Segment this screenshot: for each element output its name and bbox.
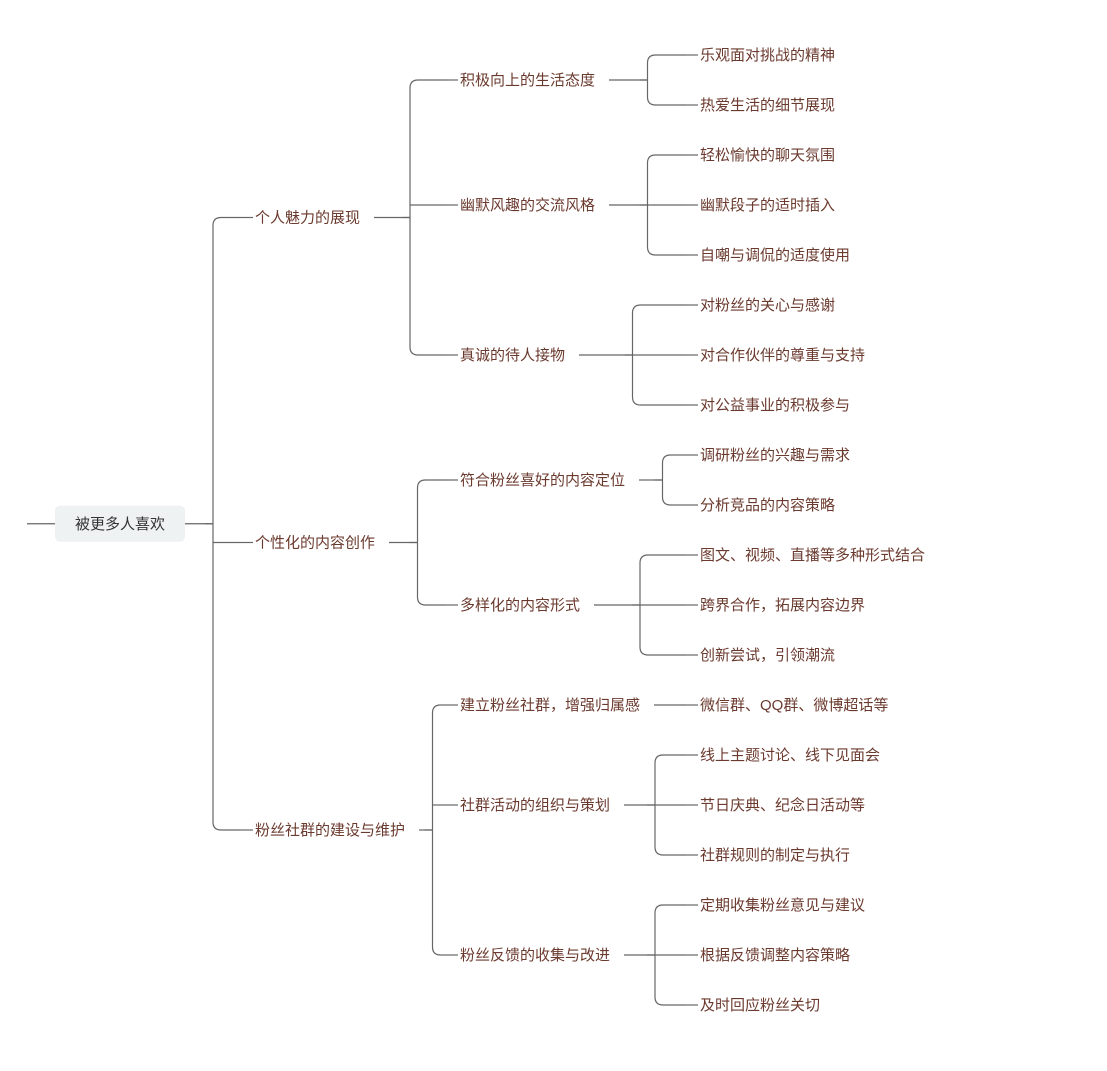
mindmap-node: 真诚的待人接物: [460, 346, 565, 364]
mindmap-node: 创新尝试，引领潮流: [700, 647, 835, 664]
mindmap-node: 及时回应粉丝关切: [700, 996, 820, 1014]
mindmap-node: 粉丝反馈的收集与改进: [460, 947, 610, 964]
mindmap-node: 幽默风趣的交流风格: [460, 196, 595, 214]
mindmap-node: 自嘲与调侃的适度使用: [700, 247, 850, 264]
mindmap-node: 微信群、QQ群、微博超话等: [700, 696, 888, 714]
mindmap-node: 对合作伙伴的尊重与支持: [700, 347, 865, 364]
mindmap-node: 分析竞品的内容策略: [700, 496, 835, 514]
mindmap-node: 定期收集粉丝意见与建议: [700, 896, 865, 914]
mindmap-node: 对公益事业的积极参与: [700, 397, 850, 414]
mindmap-node: 个人魅力的展现: [255, 210, 360, 227]
mindmap-node: 个性化的内容创作: [255, 535, 375, 552]
mindmap-node: 建立粉丝社群，增强归属感: [460, 697, 640, 714]
mindmap-node: 热爱生活的细节展现: [700, 97, 835, 114]
mindmap-node: 跨界合作，拓展内容边界: [700, 597, 865, 614]
mindmap-node: 符合粉丝喜好的内容定位: [460, 472, 625, 489]
mindmap-node: 图文、视频、直播等多种形式结合: [700, 546, 925, 564]
mindmap-node: 线上主题讨论、线下见面会: [700, 747, 880, 764]
mindmap-node: 对粉丝的关心与感谢: [700, 297, 835, 314]
mindmap-node: 节日庆典、纪念日活动等: [700, 796, 865, 814]
mindmap-node: 调研粉丝的兴趣与需求: [700, 447, 850, 464]
mindmap-node: 粉丝社群的建设与维护: [255, 822, 405, 839]
mindmap-node: 社群规则的制定与执行: [700, 847, 850, 864]
mindmap-node: 多样化的内容形式: [460, 597, 580, 614]
mindmap-node: 乐观面对挑战的精神: [700, 47, 835, 64]
mindmap-svg: 被更多人喜欢 个人魅力的展现 积极向上的生活态度 乐观面对挑战的精神热爱生活的细节展现…: [0, 0, 1107, 1071]
mindmap-node: 根据反馈调整内容策略: [700, 947, 850, 964]
mindmap-node: 轻松愉快的聊天氛围: [700, 147, 835, 164]
mindmap-node: 幽默段子的适时插入: [700, 197, 835, 214]
mindmap-node: 社群活动的组织与策划: [460, 797, 610, 814]
mindmap-node: 积极向上的生活态度: [460, 72, 595, 89]
root-label: 被更多人喜欢: [75, 516, 165, 533]
